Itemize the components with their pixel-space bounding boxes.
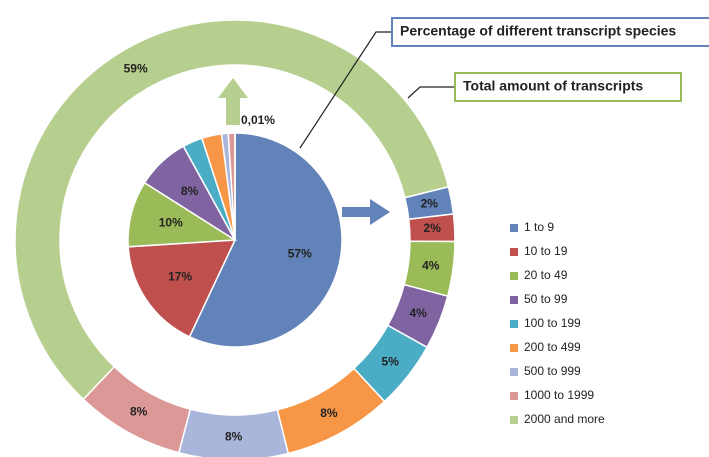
data-label: 4%	[422, 258, 440, 272]
legend-swatch	[510, 344, 518, 352]
slice	[127, 239, 237, 338]
data-label: 0,01%	[241, 113, 275, 127]
legend-label: 1000 to 1999	[524, 388, 594, 402]
legend-label: 50 to 99	[524, 292, 568, 306]
data-label: 5%	[382, 354, 400, 368]
arrow-up	[218, 78, 248, 125]
legend-swatch	[510, 224, 518, 232]
data-label: 8%	[225, 430, 243, 444]
arrow-right	[342, 199, 390, 225]
callout-box	[454, 72, 682, 102]
data-label: 4%	[409, 306, 427, 320]
legend-swatch	[510, 320, 518, 328]
legend-label: 1 to 9	[524, 220, 554, 234]
legend-label: 20 to 49	[524, 268, 568, 282]
callout-line	[407, 86, 455, 99]
data-label: 8%	[130, 405, 148, 419]
legend-label: 500 to 999	[524, 364, 581, 378]
data-label: 17%	[168, 269, 192, 283]
data-label: 2%	[421, 197, 439, 211]
legend-label: 100 to 199	[524, 316, 581, 330]
legend-swatch	[510, 248, 518, 256]
data-label: 10%	[159, 216, 183, 230]
data-label: 57%	[288, 247, 312, 261]
legend-label: 2000 and more	[524, 412, 605, 426]
legend-swatch	[510, 272, 518, 280]
data-label: 59%	[124, 61, 148, 75]
legend-swatch	[510, 368, 518, 376]
legend-swatch	[510, 392, 518, 400]
callout-line	[299, 31, 392, 149]
legend-swatch	[510, 296, 518, 304]
callout-text: Total amount of transcripts	[463, 78, 643, 94]
data-label: 2%	[424, 221, 442, 235]
legend-label: 200 to 499	[524, 340, 581, 354]
marks	[14, 19, 456, 457]
legend-swatch	[510, 416, 518, 424]
slice	[188, 132, 343, 348]
slice	[14, 19, 450, 401]
legend-label: 10 to 19	[524, 244, 568, 258]
callout-text: Percentage of different transcript speci…	[400, 23, 676, 39]
callout-box	[391, 17, 709, 47]
data-label: 8%	[181, 184, 199, 198]
data-label: 8%	[320, 406, 338, 420]
